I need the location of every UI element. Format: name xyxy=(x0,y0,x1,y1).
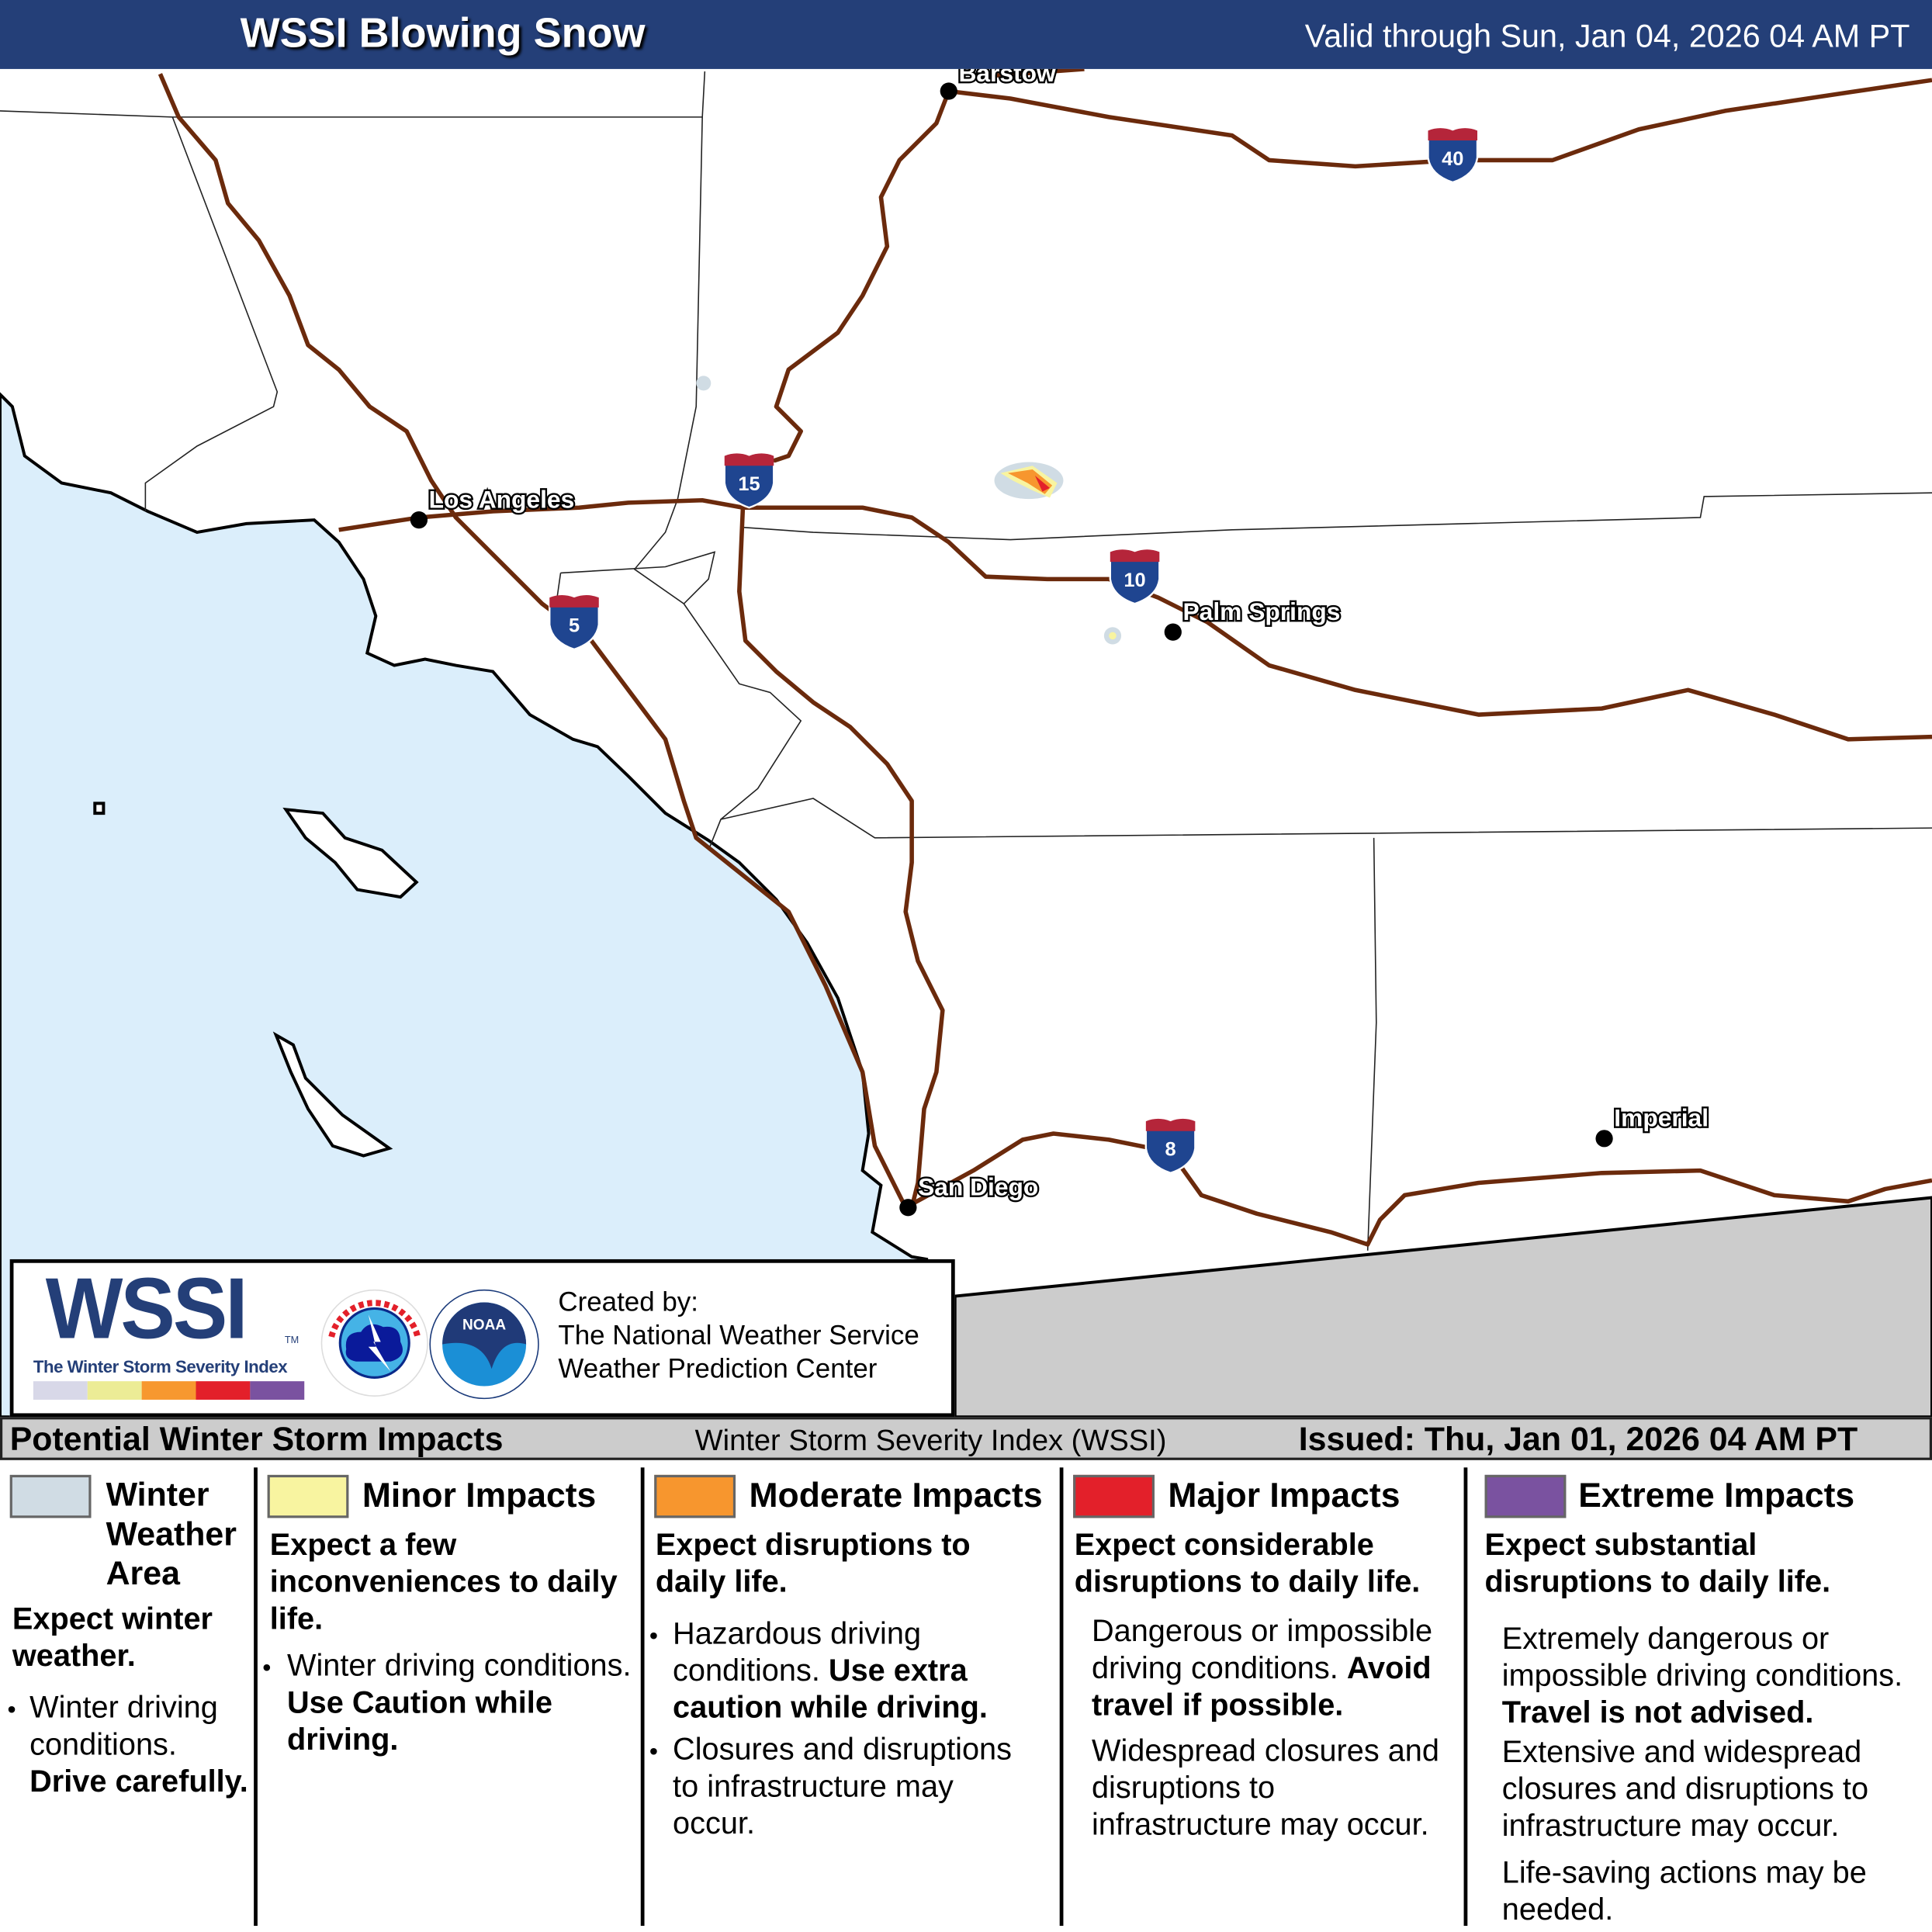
wssi-scale-bar xyxy=(33,1381,305,1400)
interstate-5-shield-icon: 5 xyxy=(549,595,600,651)
interstate-8-shield-icon: 8 xyxy=(1144,1118,1196,1175)
svg-text:NOAA: NOAA xyxy=(462,1317,506,1333)
svg-text:Barstow: Barstow xyxy=(958,69,1056,87)
legend-expect: Expect disruptions to daily life. xyxy=(655,1528,971,1600)
credits-box: WSSI TM The Winter Storm Severity Index … xyxy=(9,1259,955,1418)
swatch-winter-weather xyxy=(9,1474,92,1518)
legend-winter-weather-area: Winter Weather Area Expect winter weather.… xyxy=(0,1460,254,1932)
legend-expect: Expect substantial disruptions to daily … xyxy=(1484,1528,1831,1600)
svg-text:San Diego: San Diego xyxy=(918,1172,1038,1200)
header-bar: WSSI Blowing Snow Valid through Sun, Jan… xyxy=(0,0,1932,69)
noaa-logo-icon: NOAA xyxy=(429,1289,539,1400)
cities: Barstow Los Angeles Palm Springs San Die… xyxy=(410,69,1710,1217)
created-by-wpc: Weather Prediction Center xyxy=(558,1352,878,1384)
legend-text-3: Life-saving actions may be needed. xyxy=(1501,1855,1867,1927)
city-los-angeles: Los Angeles xyxy=(410,483,576,529)
ocean xyxy=(0,392,929,1418)
city-palm-springs: Palm Springs xyxy=(1164,595,1342,641)
interstate-10-shield-icon: 10 xyxy=(1109,549,1161,605)
i15-road xyxy=(737,90,951,1208)
legend-minor: Minor Impacts Expect a few inconvenience… xyxy=(258,1460,641,1932)
city-imperial: Imperial xyxy=(1595,1102,1710,1148)
i5-road xyxy=(158,73,908,1209)
city-san-diego: San Diego xyxy=(899,1171,1040,1217)
svg-text:10: 10 xyxy=(1124,570,1145,591)
legend-text-2: Closures and disruptions to infrastructu… xyxy=(673,1732,1013,1841)
legend-moderate: Moderate Impacts Expect disruptions to d… xyxy=(649,1474,1043,1841)
svg-text:8: 8 xyxy=(1165,1139,1176,1161)
interstate-15-shield-icon: 15 xyxy=(723,453,775,509)
swatch-extreme xyxy=(1484,1474,1567,1518)
svg-text:40: 40 xyxy=(1442,148,1463,170)
i40-road xyxy=(948,78,1932,169)
legend-title: Moderate Impacts xyxy=(749,1476,1043,1515)
svg-text:5: 5 xyxy=(569,615,580,637)
islands xyxy=(93,802,419,1158)
legend-text-2: Widespread closures and disruptions to i… xyxy=(1091,1733,1439,1843)
highways xyxy=(158,68,1932,1247)
swatch-major xyxy=(1073,1474,1155,1518)
legend-text: Winter driving conditions. Use Caution w… xyxy=(287,1648,632,1757)
legend-title: Minor Impacts xyxy=(362,1476,597,1515)
legend-text: Extremely dangerous or impossible drivin… xyxy=(1501,1621,1903,1730)
legend-text-2: Extensive and widespread closures and di… xyxy=(1501,1734,1869,1844)
legend-title: Winter Weather Area xyxy=(106,1476,237,1592)
interstate-shields: 15 5 10 40 8 xyxy=(549,128,1479,1175)
svg-text:Palm Springs: Palm Springs xyxy=(1182,597,1340,625)
created-by-label: Created by: xyxy=(558,1286,698,1317)
wssi-subtitle: The Winter Storm Severity Index xyxy=(33,1356,288,1376)
i10-road xyxy=(338,497,1932,742)
i8-road xyxy=(904,1131,1932,1247)
legend-expect: Expect considerable disruptions to daily… xyxy=(1074,1528,1421,1600)
impacts-heading: Potential Winter Storm Impacts xyxy=(9,1420,504,1458)
legend-text: Hazardous driving conditions. Use extra … xyxy=(673,1616,988,1726)
snow-impact-areas xyxy=(696,376,1122,645)
legend-text: Winter driving conditions. Drive carefull… xyxy=(29,1690,248,1799)
county-boundaries xyxy=(0,71,1932,1251)
legend-text: Dangerous or impossible driving conditio… xyxy=(1091,1614,1433,1723)
legend-expect: Expect winter weather. xyxy=(12,1601,213,1674)
swatch-minor xyxy=(267,1474,349,1518)
legend-expect: Expect a few inconveniences to daily lif… xyxy=(269,1528,618,1636)
svg-text:Los Angeles: Los Angeles xyxy=(429,485,575,513)
map: 15 5 10 40 8 Barstow Los Angeles Palm Spring… xyxy=(0,68,1932,1418)
interstate-40-shield-icon: 40 xyxy=(1427,128,1479,184)
created-by: Created by: The National Weather Service… xyxy=(558,1285,919,1385)
legend-title: Major Impacts xyxy=(1168,1476,1401,1515)
created-by-nws: The National Weather Service xyxy=(558,1319,919,1351)
valid-time: Valid through Sun, Jan 04, 2026 04 AM PT xyxy=(1304,17,1910,54)
swatch-moderate xyxy=(654,1474,736,1518)
svg-text:Imperial: Imperial xyxy=(1614,1103,1709,1131)
issued-time: Issued: Thu, Jan 01, 2026 04 AM PT xyxy=(1298,1420,1858,1458)
info-bar: Potential Winter Storm Impacts Winter St… xyxy=(0,1417,1932,1460)
impact-legend: Winter Weather Area Expect winter weather.… xyxy=(0,1460,1932,1932)
index-name: Winter Storm Severity Index (WSSI) xyxy=(694,1424,1167,1458)
svg-text:15: 15 xyxy=(738,473,760,495)
nws-logo-icon xyxy=(320,1289,428,1397)
city-barstow: Barstow xyxy=(940,69,1058,100)
wssi-logo: WSSI xyxy=(45,1260,248,1357)
map-title: WSSI Blowing Snow xyxy=(240,9,646,57)
legend-title: Extreme Impacts xyxy=(1578,1476,1855,1515)
legend-major: Major Impacts Expect considerable disrup… xyxy=(1063,1460,1463,1932)
legend-extreme: Extreme Impacts Expect substantial disru… xyxy=(1467,1460,1932,1932)
wssi-tm: TM xyxy=(284,1334,299,1346)
